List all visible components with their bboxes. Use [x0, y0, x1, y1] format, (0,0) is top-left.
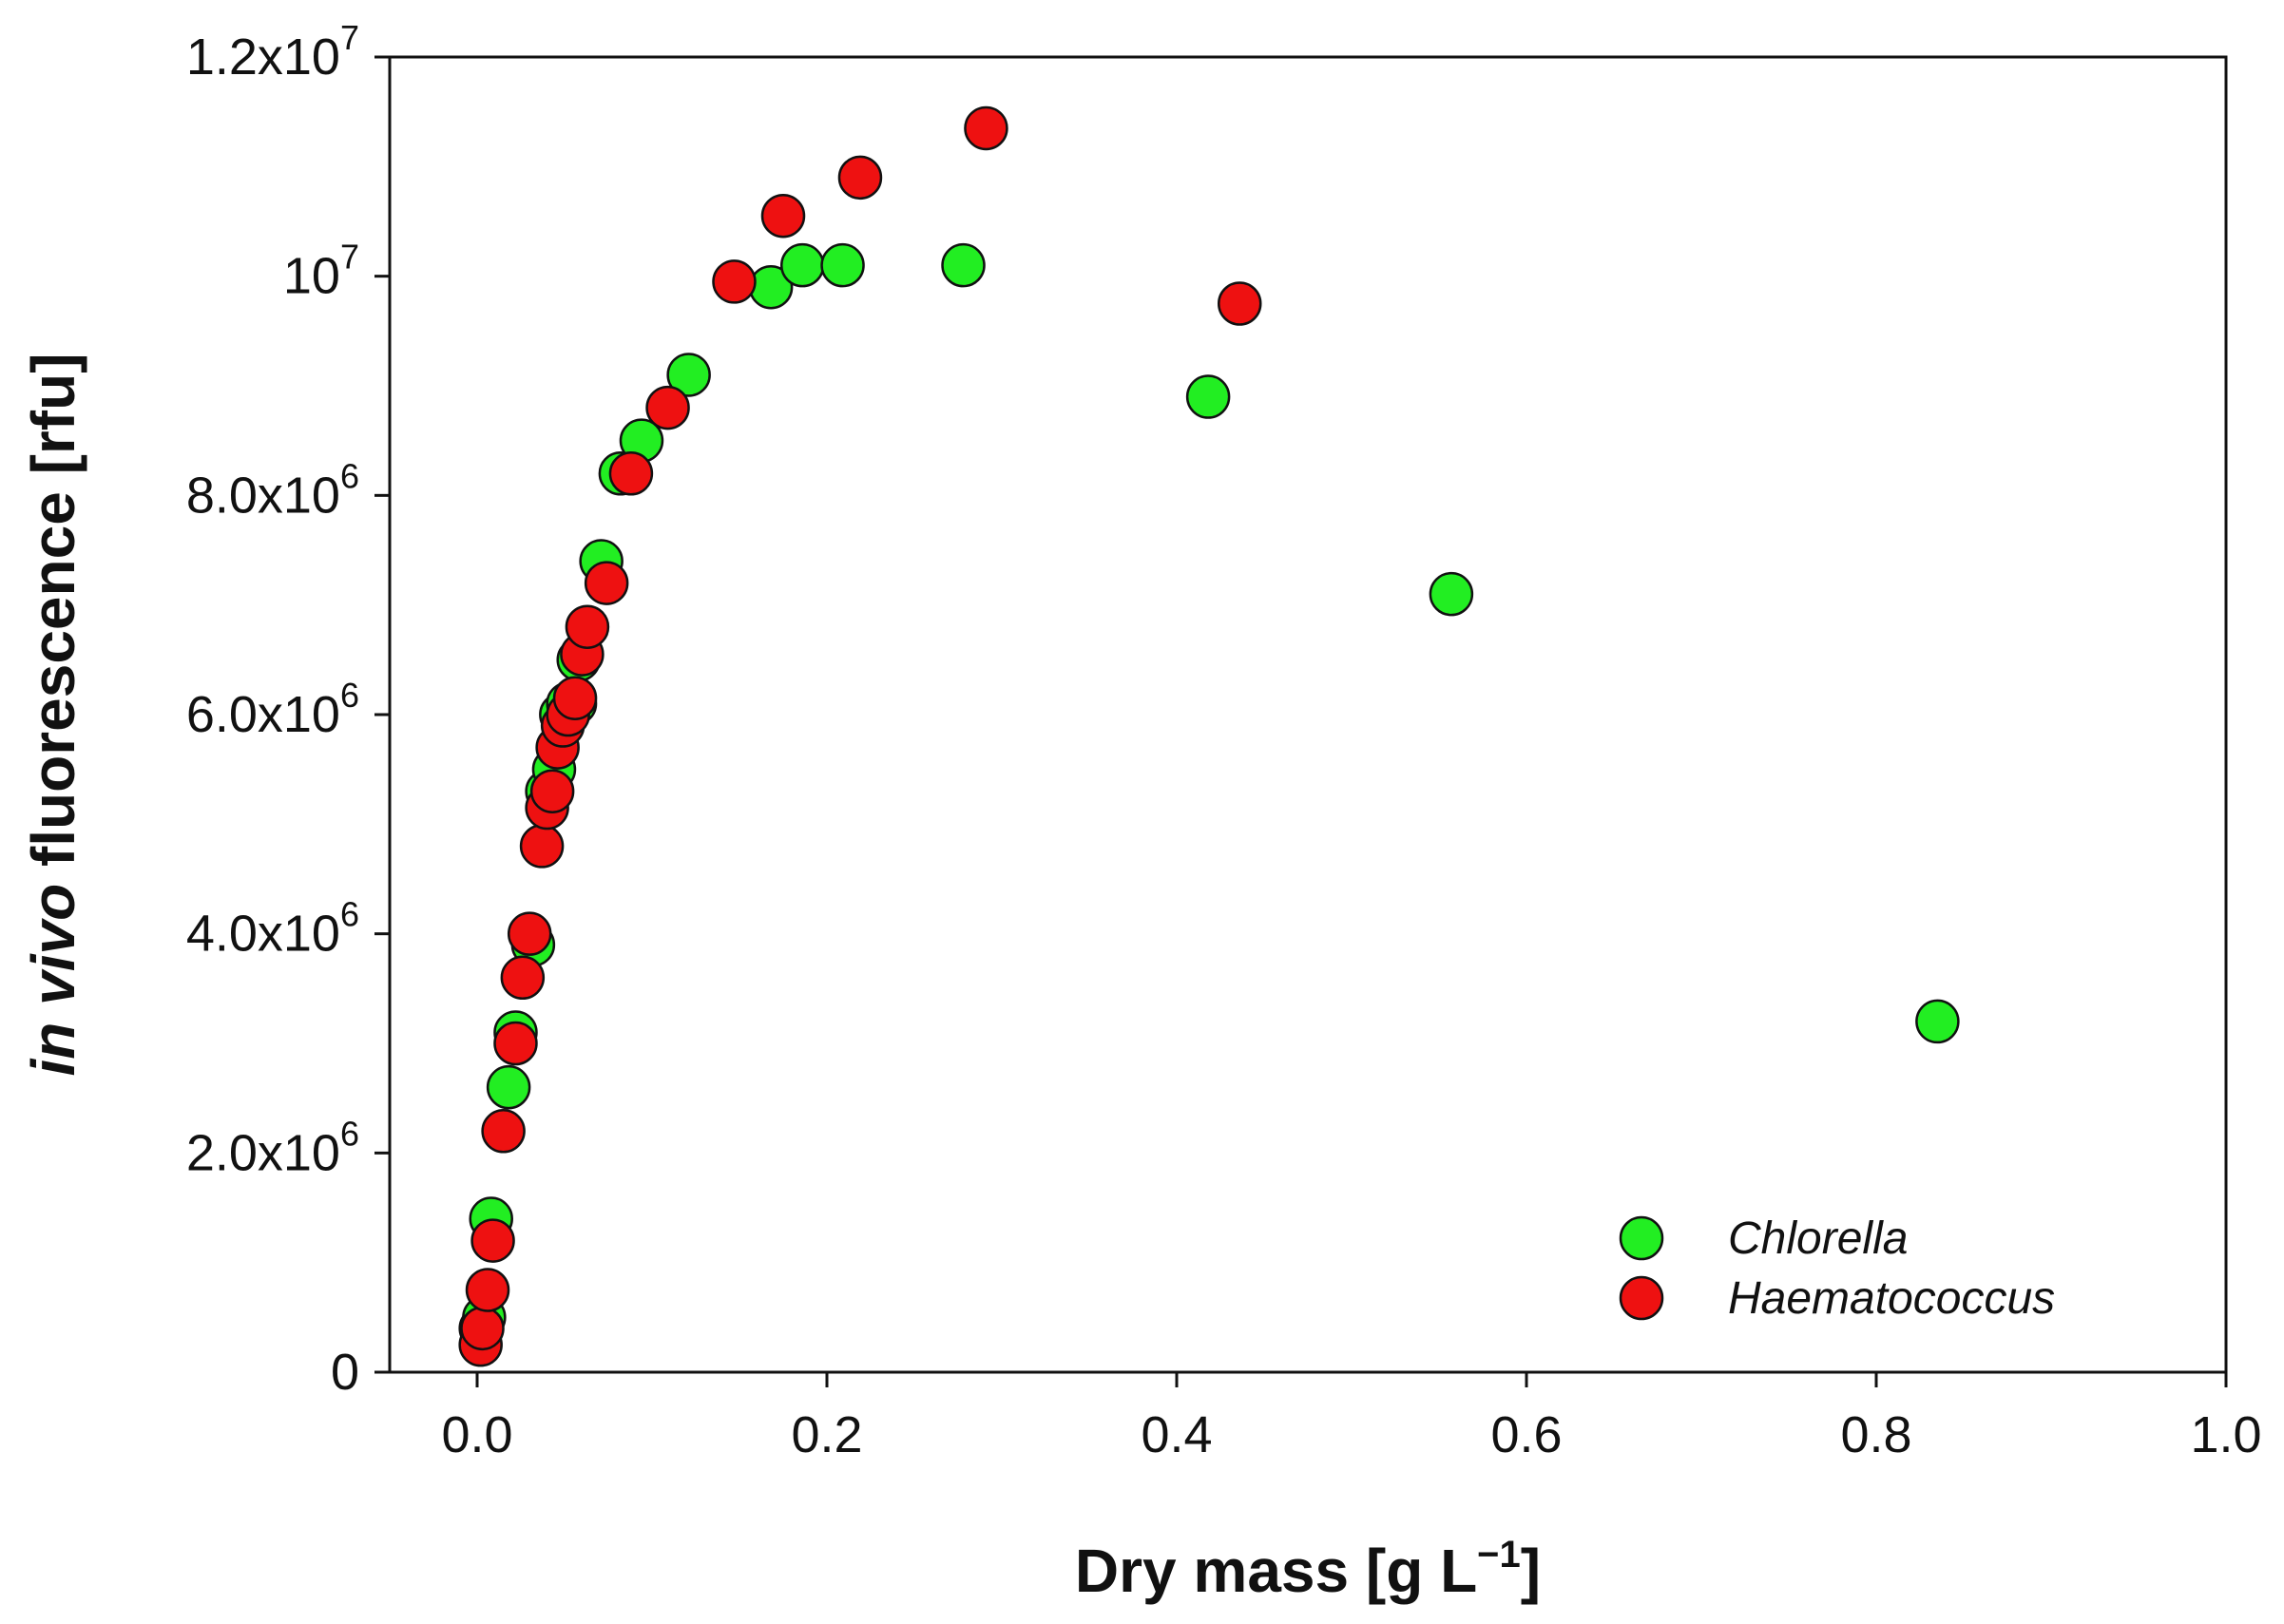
point-haematococcus [565, 604, 610, 649]
point-haematococcus [470, 1218, 515, 1263]
y-axis-title: in vivo fluorescence [rfu] [19, 353, 87, 1076]
x-tick-label: 0.2 [791, 1406, 862, 1463]
y-tick-label: 8.0x106 [186, 456, 359, 524]
point-chlorella [779, 242, 825, 288]
legend-label-haematococcus: Haematococcus [1728, 1273, 2055, 1324]
y-tick-base: 10 [283, 248, 340, 305]
point-chlorella [820, 242, 865, 288]
point-haematococcus [608, 451, 654, 496]
y-tick-base: 6.0x10 [186, 686, 340, 743]
point-haematococcus [837, 155, 883, 201]
y-tick-label: 6.0x106 [186, 676, 359, 743]
point-haematococcus [481, 1109, 526, 1154]
point-haematococcus [465, 1268, 510, 1312]
point-haematococcus [712, 259, 757, 304]
legend-label-chlorella: Chlorella [1728, 1213, 1908, 1264]
x-axis-title: Dry mass [g L−1] [1075, 1534, 1541, 1605]
point-chlorella [1915, 999, 1960, 1044]
data-points [458, 105, 1960, 1367]
x-axis-title-main: Dry mass [g L [1075, 1537, 1477, 1605]
point-haematococcus [519, 824, 565, 869]
x-tick-label: 1.0 [2190, 1406, 2261, 1463]
x-tick-label: 0.4 [1141, 1406, 1212, 1463]
x-tick-label: 0.8 [1840, 1406, 1911, 1463]
y-axis-title-italic: in vivo [19, 884, 87, 1077]
x-axis-title-exponent: −1 [1477, 1534, 1521, 1576]
y-tick-label: 107 [283, 238, 359, 305]
legend-marker-haematococcus [1619, 1275, 1664, 1321]
x-axis-title-end: ] [1521, 1537, 1541, 1605]
point-chlorella [666, 353, 711, 397]
point-chlorella [1185, 374, 1231, 419]
y-tick-base: 8.0x10 [186, 467, 340, 524]
point-haematococcus [460, 1306, 505, 1351]
y-tick-label: 1.2x107 [186, 18, 359, 86]
point-haematococcus [645, 385, 690, 430]
x-axis: 0.0 0.2 0.4 0.6 0.8 1.0 [441, 1372, 2262, 1463]
point-chlorella [486, 1064, 531, 1110]
y-axis-title-rest: fluorescence [rfu] [19, 353, 87, 883]
y-tick-base: 2.0x10 [186, 1124, 340, 1181]
x-tick-label: 0.0 [441, 1406, 512, 1463]
y-tick-exponent: 6 [340, 676, 359, 715]
point-haematococcus [529, 769, 575, 813]
y-tick-label: 0 [331, 1344, 359, 1401]
point-haematococcus [1217, 281, 1262, 326]
legend-marker-chlorella [1619, 1215, 1664, 1261]
point-haematococcus [507, 911, 552, 956]
y-tick-exponent: 6 [340, 456, 359, 495]
point-haematococcus [760, 193, 806, 239]
y-tick-exponent: 7 [340, 238, 359, 277]
plot-frame [388, 55, 2228, 1374]
point-haematococcus [964, 105, 1008, 151]
y-tick-label: 2.0x106 [186, 1114, 359, 1181]
legend: Chlorella Haematococcus [1619, 1213, 2055, 1324]
y-tick-exponent: 7 [340, 18, 359, 57]
point-haematococcus [500, 955, 546, 1001]
point-haematococcus [493, 1021, 538, 1066]
y-tick-label: 4.0x106 [186, 895, 359, 963]
x-tick-label: 0.6 [1490, 1406, 1562, 1463]
y-tick-exponent: 6 [340, 1114, 359, 1153]
y-tick-base: 0 [331, 1344, 359, 1401]
point-haematococcus [552, 676, 598, 720]
point-chlorella [941, 242, 986, 288]
y-tick-base: 4.0x10 [186, 906, 340, 963]
point-chlorella [1429, 571, 1474, 617]
point-haematococcus [584, 561, 629, 605]
y-tick-exponent: 6 [340, 895, 359, 934]
y-tick-base: 1.2x10 [186, 29, 340, 86]
